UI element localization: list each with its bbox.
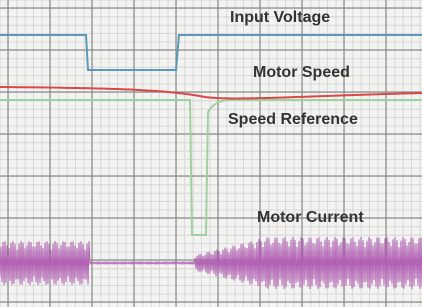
label-speed-reference: Speed Reference xyxy=(228,111,358,128)
page: Input Voltage Motor Speed Speed Referenc… xyxy=(0,0,422,307)
label-input-voltage: Input Voltage xyxy=(230,9,330,26)
label-motor-current: Motor Current xyxy=(257,209,364,226)
scope-screen: Input Voltage Motor Speed Speed Referenc… xyxy=(0,0,422,307)
label-motor-speed: Motor Speed xyxy=(253,64,350,81)
